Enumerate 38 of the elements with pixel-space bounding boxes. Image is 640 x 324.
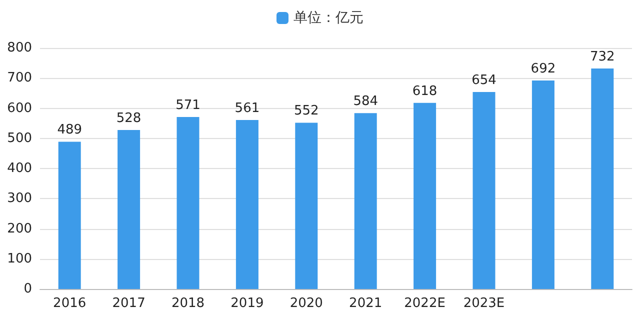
bar (295, 122, 318, 289)
bar (118, 130, 140, 289)
x-tick-label: 2021 (349, 296, 382, 311)
y-tick-label: 300 (7, 191, 32, 206)
bar (532, 80, 554, 289)
data-label: 489 (57, 122, 82, 138)
bar (472, 92, 496, 289)
y-tick-label: 500 (7, 130, 32, 146)
data-label: 552 (294, 104, 319, 119)
y-tick-label: 800 (7, 40, 32, 56)
y-tick-label: 700 (7, 70, 32, 86)
x-tick-label: 2022E (404, 296, 446, 311)
x-tick-label: 2016 (53, 296, 86, 311)
data-label: 584 (353, 94, 378, 110)
y-tick-label: 600 (7, 100, 32, 116)
y-tick-label: 200 (7, 221, 32, 236)
data-label: 528 (116, 110, 142, 126)
x-tick-label: 2017 (112, 296, 146, 311)
bar (236, 120, 258, 289)
x-tick-label: 2020 (290, 296, 323, 311)
data-label: 732 (590, 49, 615, 64)
bar (414, 102, 436, 289)
bar (591, 68, 614, 289)
data-label: 618 (412, 84, 438, 99)
data-label: 654 (472, 72, 496, 88)
x-tick-label: 2023E (463, 296, 505, 311)
legend-label: 单位：亿元 (294, 10, 364, 26)
bar (58, 142, 81, 289)
y-tick-label: 100 (7, 251, 32, 266)
bar (354, 113, 377, 289)
y-tick-label: 400 (7, 161, 32, 176)
x-tick-label: 2018 (171, 296, 205, 311)
y-tick-label: 0 (24, 282, 32, 296)
bar (176, 116, 200, 289)
data-label: 571 (176, 98, 200, 113)
data-label: 692 (530, 62, 556, 77)
data-label: 561 (234, 101, 260, 116)
x-tick-label: 2019 (230, 296, 264, 311)
